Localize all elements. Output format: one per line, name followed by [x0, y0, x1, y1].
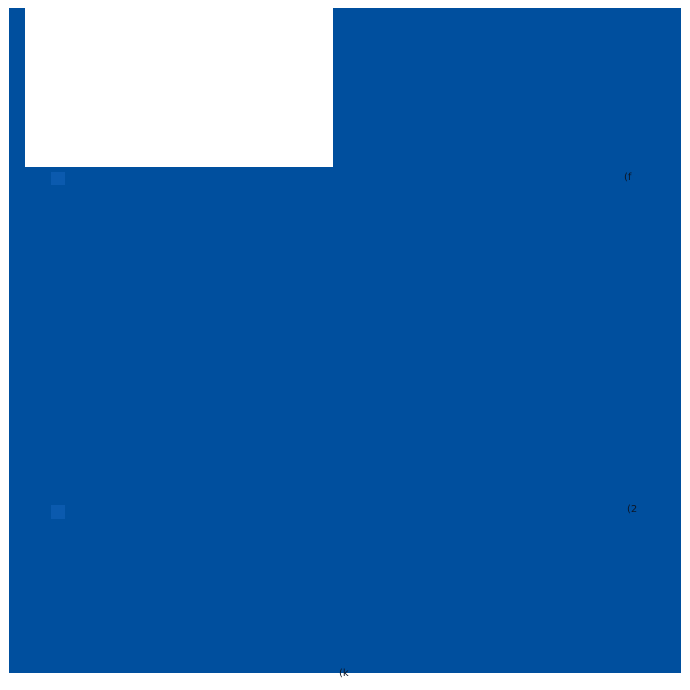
- micro-label-bottom-center: (k: [339, 668, 349, 679]
- micro-label-right-top: (f: [624, 172, 632, 183]
- accent-square-1: [51, 172, 65, 185]
- micro-label-right-middle: (2: [627, 504, 638, 515]
- accent-square-2: [51, 505, 65, 519]
- white-content-box: [25, 0, 333, 167]
